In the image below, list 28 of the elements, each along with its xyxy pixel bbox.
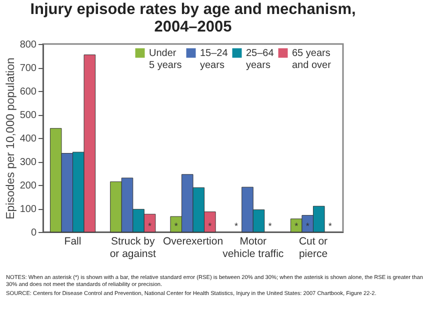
x-tick-label: Cut or pierce [298,236,328,260]
x-tick-label: Motor vehicle traffic [222,236,284,260]
data-label: * [306,221,310,231]
data-label: * [208,221,212,231]
data-label: * [174,221,178,231]
y-tick-label: 0 [30,228,37,238]
chart-title: Injury episode rates by age and mechanism, 2004–2005 [30,1,356,36]
legend-label: Under 5 years [149,48,182,71]
y-tick-label: 300 [20,157,37,168]
data-label: * [148,221,152,231]
y-axis-title: Episodes per 10,000 population [4,58,17,220]
y-tick-label: 100 [20,204,37,215]
text: * [268,221,272,231]
y-tick-label: 200 [20,180,37,192]
y-tick-label: 500 [20,110,37,121]
y-tick-label: 700 [20,63,37,74]
data-label: * [294,221,299,231]
x-tick-label: Fall [64,236,82,248]
legend-label: 25–64 years [246,48,274,71]
y-tick-label: 400 [20,134,37,144]
text: * [234,221,238,231]
y-tick-label: 800 [20,40,37,50]
legend-label: 15–24 years [200,48,228,71]
legend-label: 65 years and over [292,48,332,71]
y-tick-label: 600 [20,86,37,98]
x-tick-label: Overexertion [162,236,224,248]
text: * [328,221,332,231]
x-tick-label: Struck by or against [110,236,156,260]
